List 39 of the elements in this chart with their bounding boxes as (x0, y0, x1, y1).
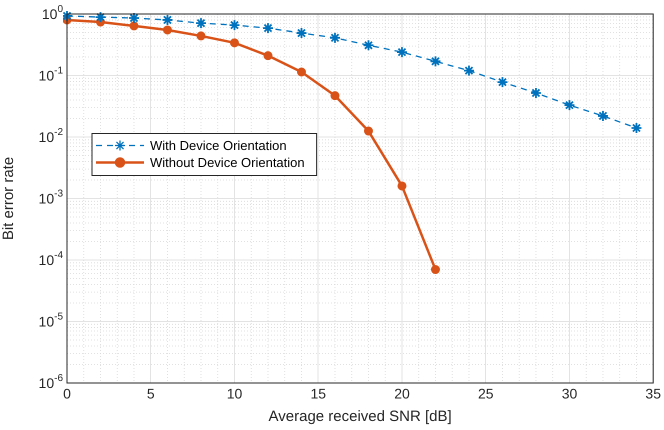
point (463, 64, 475, 77)
x-tick-label: 35 (645, 385, 662, 402)
legend-label: With Device Orientation (150, 138, 287, 154)
x-tick-label: 0 (63, 385, 72, 402)
point (397, 181, 406, 190)
legend-label: Without Device Orientation (150, 155, 305, 170)
point (564, 99, 576, 112)
point (228, 19, 240, 31)
point (128, 12, 140, 24)
point (129, 21, 138, 30)
point (94, 11, 106, 24)
point (430, 55, 442, 68)
x-tick-label: 5 (146, 385, 155, 402)
point (296, 68, 306, 76)
x-tick-label: 30 (562, 385, 578, 402)
point (162, 14, 174, 26)
point (362, 39, 374, 52)
point (195, 17, 207, 30)
point (496, 76, 508, 88)
point (530, 87, 542, 99)
point (296, 27, 308, 39)
x-tick-label: 10 (226, 385, 242, 402)
point (630, 122, 642, 134)
point (196, 31, 206, 40)
point (330, 91, 340, 100)
x-axis-title: Average received SNR [dB] (268, 408, 452, 426)
point (263, 51, 272, 60)
x-tick-label: 20 (394, 385, 410, 402)
point (230, 38, 239, 48)
point (430, 265, 440, 274)
point (396, 46, 408, 58)
x-tick-label: 25 (478, 385, 494, 402)
x-tick-label: 15 (310, 385, 326, 402)
point (329, 32, 341, 44)
point (597, 110, 609, 122)
point (364, 126, 373, 136)
y-axis-title: Bit error rate (0, 156, 18, 240)
point (162, 25, 172, 34)
point (262, 22, 274, 34)
